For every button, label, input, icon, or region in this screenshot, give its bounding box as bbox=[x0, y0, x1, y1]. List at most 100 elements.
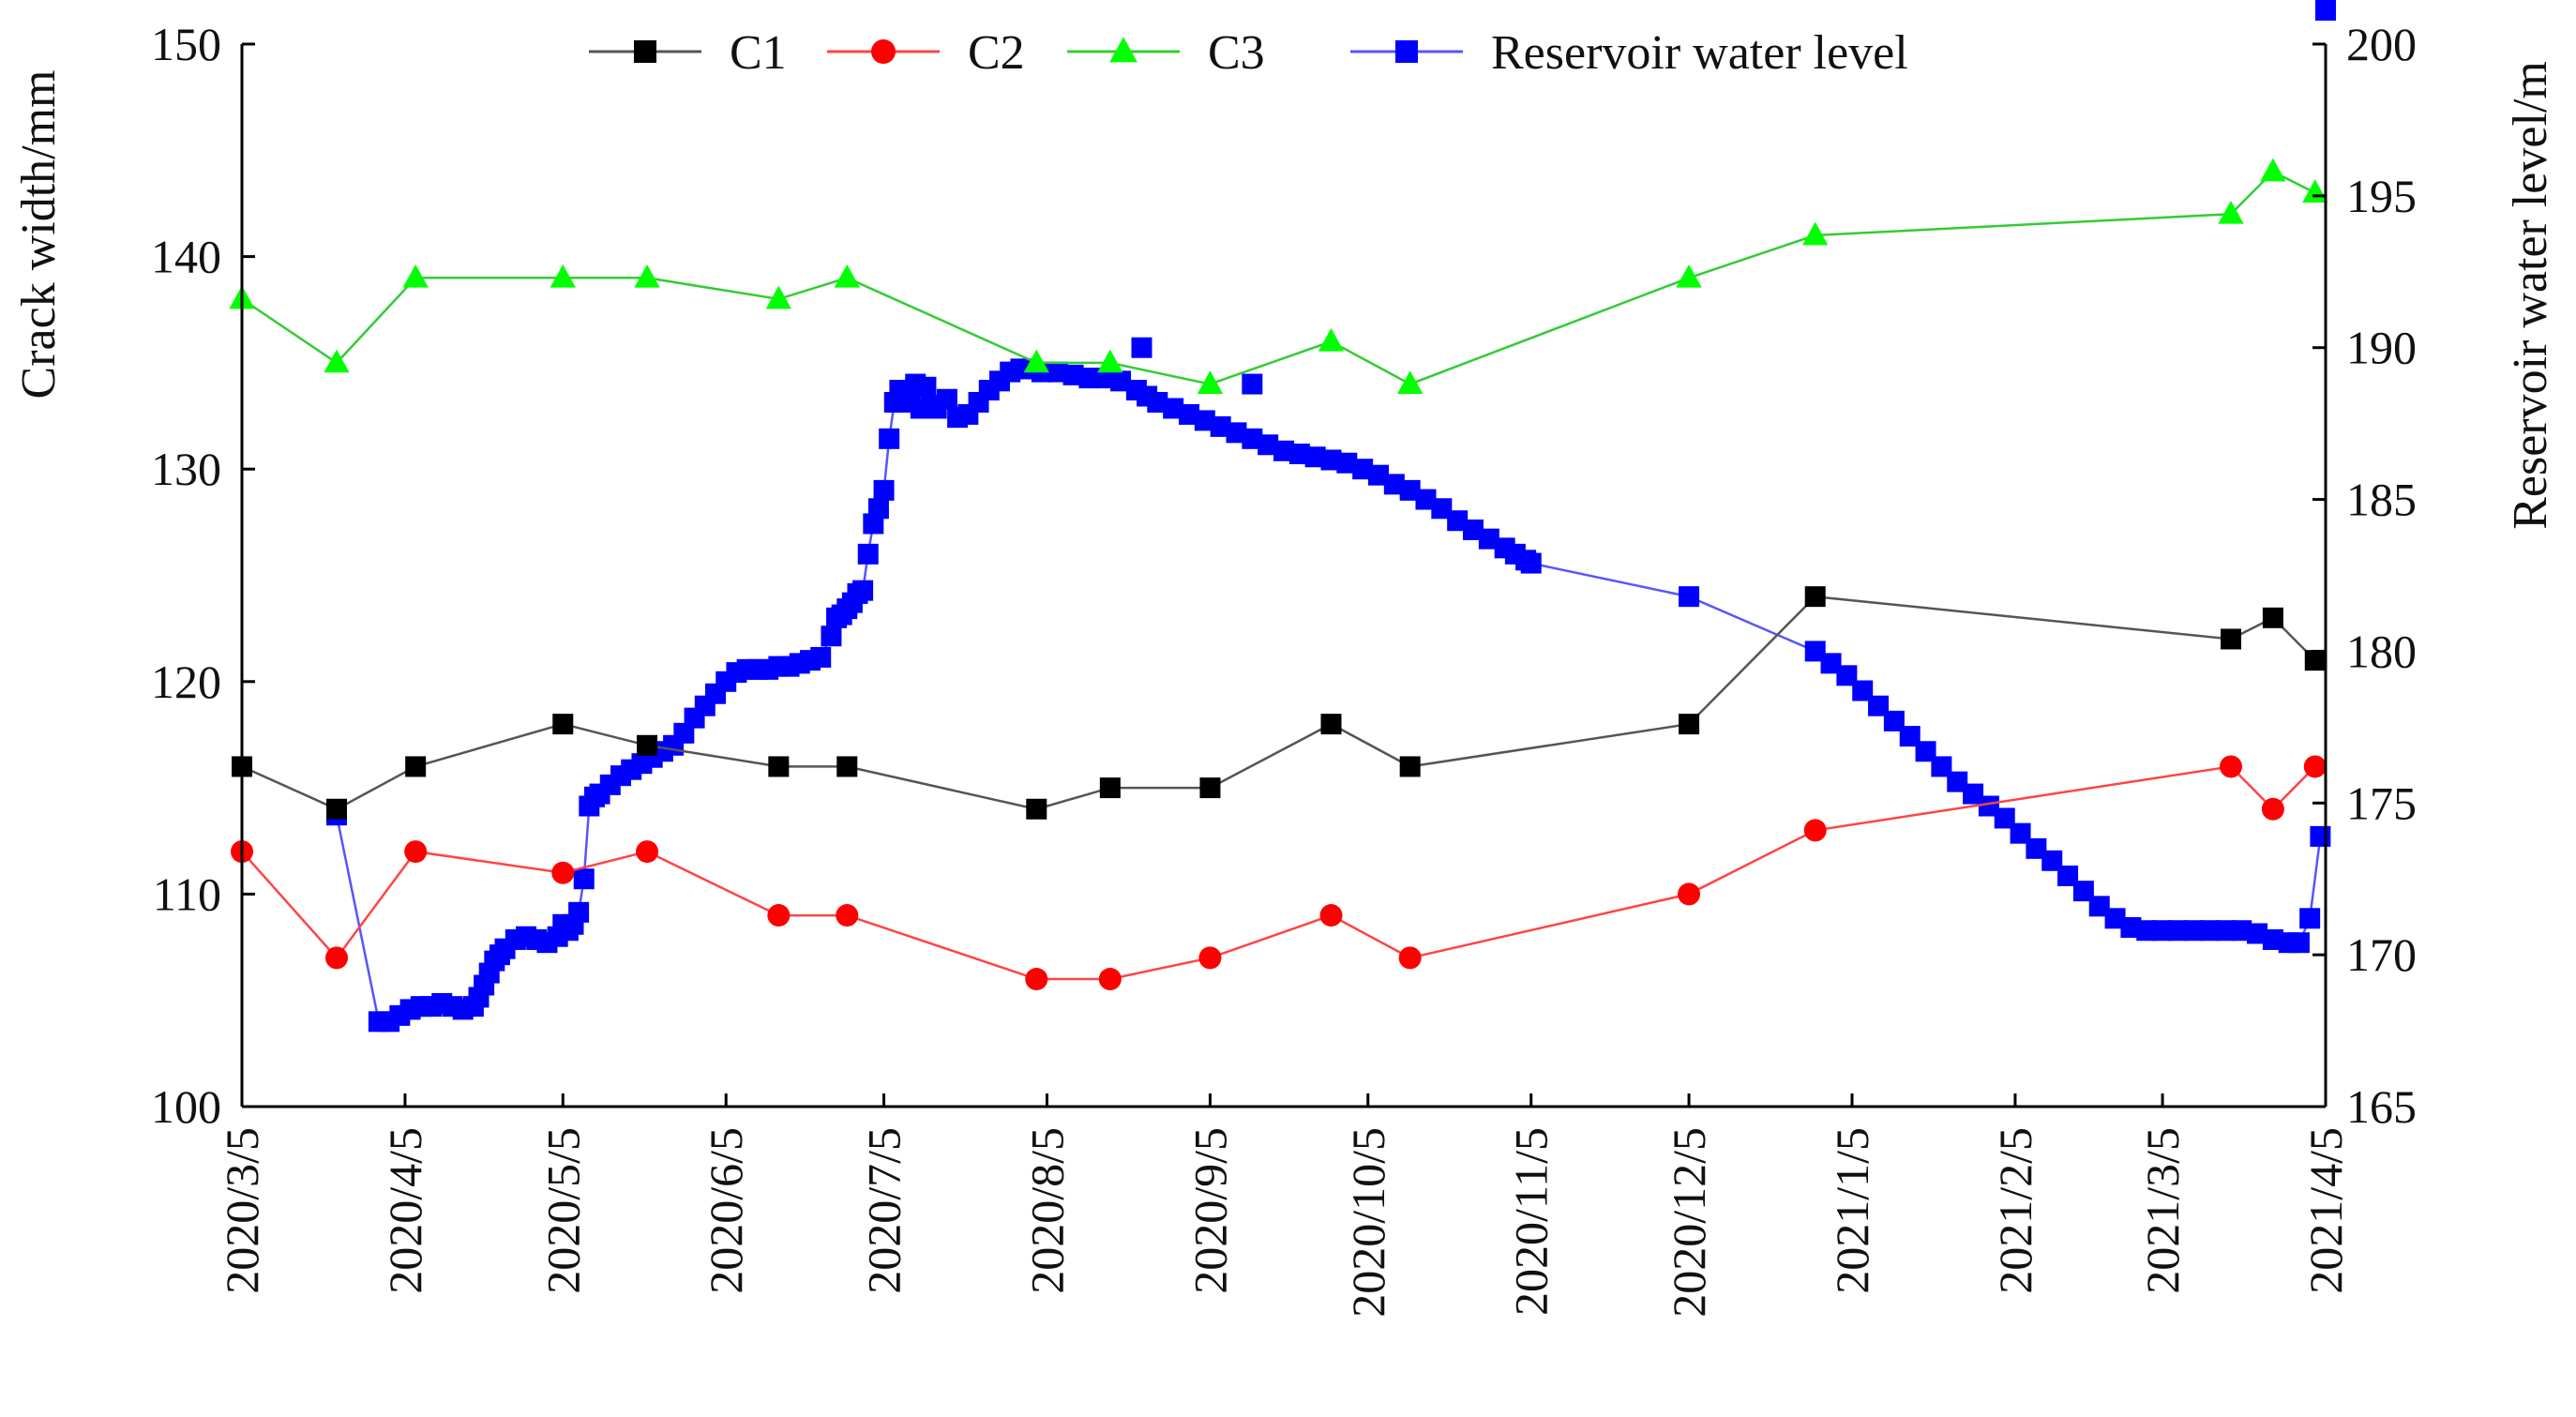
data-point bbox=[1318, 327, 1345, 352]
data-point bbox=[1304, 446, 1326, 468]
data-point bbox=[1319, 904, 1343, 927]
data-point bbox=[1803, 819, 1827, 842]
data-point bbox=[1131, 337, 1152, 358]
x-tick-label: 2021/3/5 bbox=[2136, 1127, 2189, 1294]
data-point bbox=[1352, 459, 1374, 480]
data-point bbox=[1383, 474, 1405, 495]
series-c2 bbox=[231, 755, 2327, 991]
data-point bbox=[2167, 920, 2189, 942]
data-point bbox=[1062, 364, 1084, 385]
data-point bbox=[1094, 368, 1116, 389]
data-point bbox=[2310, 825, 2331, 847]
x-tick-label: 2020/12/5 bbox=[1663, 1127, 1715, 1318]
data-point bbox=[1320, 449, 1342, 471]
data-point bbox=[1399, 479, 1421, 501]
legend-item-c1: C1 bbox=[589, 26, 787, 80]
x-tick-label: 2020/8/5 bbox=[1021, 1127, 1074, 1294]
data-point bbox=[634, 264, 660, 288]
data-point bbox=[2299, 908, 2321, 929]
data-point bbox=[1047, 361, 1068, 383]
x-tick-label: 2021/2/5 bbox=[1989, 1127, 2041, 1294]
data-point bbox=[1163, 398, 1184, 419]
reservoir-outliers bbox=[1131, 337, 1263, 395]
data-point bbox=[1242, 373, 1263, 395]
data-point bbox=[2152, 920, 2174, 942]
legend-item-c2: C2 bbox=[827, 26, 1025, 80]
data-point bbox=[1198, 946, 1222, 970]
data-point bbox=[852, 580, 874, 601]
x-tick-label: 2021/1/5 bbox=[1826, 1127, 1878, 1294]
data-point bbox=[1110, 370, 1132, 392]
y2-tick-label: 190 bbox=[2346, 322, 2417, 374]
data-point bbox=[867, 498, 889, 520]
data-point bbox=[1820, 653, 1842, 674]
legend-label: C3 bbox=[1208, 26, 1265, 80]
data-point bbox=[1431, 498, 1453, 520]
data-point bbox=[1097, 349, 1123, 373]
data-point bbox=[2218, 200, 2244, 224]
data-point bbox=[810, 646, 832, 668]
y-tick-label: 150 bbox=[151, 18, 221, 70]
data-point bbox=[1679, 714, 1700, 735]
data-point bbox=[1194, 410, 1215, 431]
data-point bbox=[2104, 908, 2126, 929]
data-point bbox=[1273, 440, 1294, 461]
data-point bbox=[1679, 586, 1700, 608]
data-point bbox=[1802, 221, 1829, 246]
x-tick-label: 2020/3/5 bbox=[216, 1127, 268, 1294]
data-point bbox=[1899, 726, 1921, 747]
legend: C1 C2 C3 Reservoir water level bbox=[589, 26, 1908, 80]
y2-tick-label: 180 bbox=[2346, 625, 2417, 677]
data-point bbox=[821, 626, 842, 647]
data-point bbox=[1179, 403, 1199, 425]
data-point bbox=[2247, 923, 2268, 944]
data-point bbox=[2260, 158, 2286, 182]
data-point bbox=[1197, 370, 1224, 394]
data-point bbox=[1931, 756, 1952, 777]
data-point bbox=[1478, 528, 1499, 550]
data-point bbox=[1336, 452, 1358, 474]
data-point bbox=[1320, 714, 1342, 735]
y2-tick-label: 175 bbox=[2346, 776, 2417, 829]
data-point bbox=[1210, 415, 1231, 437]
data-point bbox=[879, 428, 900, 449]
y-tick-label: 110 bbox=[153, 867, 221, 920]
data-point bbox=[1947, 771, 1968, 792]
data-point bbox=[1397, 370, 1424, 394]
data-point bbox=[1415, 489, 1437, 510]
data-point bbox=[326, 798, 347, 820]
data-point bbox=[1098, 968, 1122, 991]
data-point bbox=[2199, 920, 2221, 942]
data-point bbox=[2315, 0, 2336, 21]
data-point bbox=[765, 285, 791, 309]
data-point bbox=[1678, 882, 1701, 906]
data-point bbox=[1078, 368, 1100, 389]
data-point bbox=[324, 349, 350, 373]
y-tick-label: 100 bbox=[151, 1080, 221, 1133]
data-point bbox=[1199, 777, 1221, 799]
data-point bbox=[1676, 264, 1702, 288]
x-tick-label: 2020/4/5 bbox=[379, 1127, 431, 1294]
data-point bbox=[2221, 628, 2241, 650]
data-point bbox=[2026, 837, 2047, 859]
y-tick-label: 120 bbox=[151, 656, 221, 708]
data-point bbox=[550, 264, 576, 288]
legend-label: C2 bbox=[968, 26, 1025, 80]
data-point bbox=[2220, 755, 2242, 778]
data-point bbox=[2262, 928, 2283, 950]
data-point bbox=[1258, 434, 1279, 456]
data-point bbox=[767, 904, 791, 927]
data-point bbox=[2120, 917, 2142, 939]
data-point bbox=[2057, 865, 2079, 886]
data-point bbox=[1963, 783, 1984, 805]
y2-tick-label: 200 bbox=[2346, 18, 2417, 70]
data-point bbox=[1242, 428, 1263, 449]
data-point bbox=[1447, 510, 1469, 532]
data-point bbox=[834, 264, 860, 288]
data-point bbox=[1288, 444, 1310, 465]
data-point bbox=[2010, 822, 2031, 844]
data-point bbox=[2288, 932, 2310, 954]
x-tick-label: 2020/10/5 bbox=[1342, 1127, 1394, 1318]
data-point bbox=[1520, 552, 1542, 574]
x-tick-label: 2020/7/5 bbox=[858, 1127, 911, 1294]
